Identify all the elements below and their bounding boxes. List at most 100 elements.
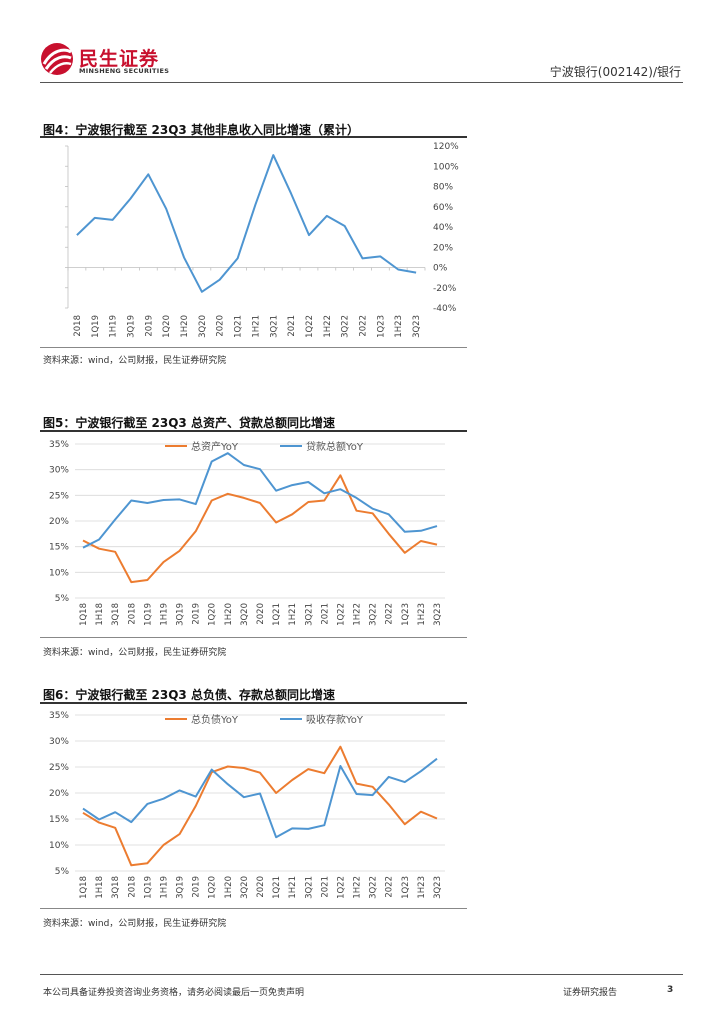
header-rule	[40, 82, 683, 83]
logo-en: MINSHENG SECURITIES	[79, 67, 170, 75]
x-tick-label: 1H20	[180, 315, 190, 338]
y-tick-label: -40%	[433, 304, 457, 314]
x-tick-label: 3Q19	[126, 315, 136, 338]
y-tick-label: 5%	[55, 594, 70, 604]
logo-cn: 民生证券	[79, 48, 160, 70]
x-tick-label: 1Q18	[79, 876, 89, 899]
x-tick-label: 1Q19	[91, 315, 101, 338]
x-tick-label: 1Q21	[272, 876, 282, 899]
figure-6-bottom-rule	[40, 908, 467, 909]
y-tick-label: 20%	[49, 517, 69, 527]
y-tick-label: 60%	[433, 203, 453, 213]
x-tick-label: 2022	[385, 603, 395, 625]
y-tick-label: 20%	[49, 789, 69, 799]
x-tick-label: 3Q23	[433, 876, 443, 899]
x-tick-label: 3Q21	[304, 603, 314, 626]
legend-label-1: 总资产YoY	[191, 440, 239, 453]
x-tick-label: 1H18	[95, 603, 105, 626]
x-tick-label: 1H19	[109, 315, 119, 338]
x-tick-label: 2021	[320, 876, 330, 898]
y-tick-label: 40%	[433, 223, 453, 233]
x-tick-label: 2021	[287, 315, 297, 337]
x-tick-label: 3Q18	[111, 876, 121, 899]
footer-report-type: 证券研究报告	[563, 988, 618, 998]
x-tick-label: 1Q20	[208, 603, 218, 626]
y-tick-label: -20%	[433, 284, 457, 294]
x-tick-label: 3Q18	[111, 603, 121, 626]
figure-5-bottom-rule	[40, 637, 467, 638]
x-tick-label: 2020	[216, 315, 226, 337]
x-tick-label: 3Q20	[198, 315, 208, 338]
y-tick-label: 10%	[49, 841, 69, 851]
x-tick-label: 3Q22	[369, 876, 379, 899]
footer-rule	[40, 974, 683, 975]
x-tick-label: 1H18	[95, 876, 105, 899]
figure-4-source: 资料来源：wind，公司财报，民生证券研究院	[43, 356, 227, 366]
x-tick-label: 1Q22	[305, 315, 315, 338]
x-tick-label: 1H22	[353, 603, 363, 626]
y-tick-label: 20%	[433, 243, 453, 253]
y-tick-label: 100%	[433, 162, 459, 172]
x-tick-label: 2022	[385, 876, 395, 898]
y-tick-label: 10%	[49, 568, 69, 578]
y-tick-label: 5%	[55, 867, 70, 877]
y-tick-label: 35%	[49, 711, 69, 721]
y-tick-label: 35%	[49, 440, 69, 450]
x-tick-label: 1H21	[288, 876, 298, 899]
x-tick-label: 1Q18	[79, 603, 89, 626]
x-tick-label: 3Q20	[240, 876, 250, 899]
x-tick-label: 3Q22	[341, 315, 351, 338]
series-line-2	[82, 452, 438, 549]
x-tick-label: 1H20	[224, 603, 234, 626]
x-tick-label: 3Q22	[369, 603, 379, 626]
y-tick-label: 25%	[49, 491, 69, 501]
x-tick-label: 1Q21	[272, 603, 282, 626]
x-tick-label: 3Q19	[176, 876, 186, 899]
x-tick-label: 1Q23	[376, 315, 386, 338]
page-number: 3	[667, 985, 674, 995]
x-tick-label: 2022	[359, 315, 369, 337]
doc-title: 宁波银行(002142)/银行	[549, 65, 681, 79]
x-tick-label: 1Q20	[162, 315, 172, 338]
figure-5-source: 资料来源：wind，公司财报，民生证券研究院	[43, 648, 227, 658]
x-tick-label: 1H23	[417, 603, 427, 626]
series-line-1	[82, 474, 438, 584]
x-tick-label: 2018	[73, 315, 83, 337]
x-tick-label: 1Q22	[336, 603, 346, 626]
x-tick-label: 2021	[320, 603, 330, 625]
x-tick-label: 2019	[192, 603, 202, 625]
x-tick-label: 2018	[127, 603, 137, 625]
y-tick-label: 120%	[433, 142, 459, 152]
legend-label-2: 吸收存款YoY	[306, 713, 364, 726]
figure-4-chart: -40% -20% 0% 20% 40% 60% 80% 100% 120% 2018 1Q19 1H…	[65, 142, 459, 338]
x-tick-label: 1H21	[288, 603, 298, 626]
y-tick-label: 25%	[49, 763, 69, 773]
x-tick-label: 3Q20	[240, 603, 250, 626]
x-tick-label: 1H19	[159, 876, 169, 899]
x-tick-label: 3Q23	[433, 603, 443, 626]
y-tick-label: 0%	[433, 264, 448, 274]
figure-6-source: 资料来源：wind，公司财报，民生证券研究院	[43, 919, 227, 929]
legend-label-2: 贷款总额YoY	[306, 440, 364, 453]
x-tick-label: 3Q21	[269, 315, 279, 338]
x-tick-label: 2020	[256, 876, 266, 898]
figure-5-title: 图5：宁波银行截至 23Q3 总资产、贷款总额同比增速	[43, 416, 335, 430]
x-tick-label: 1Q23	[401, 876, 411, 899]
figure-4-top-rule	[40, 136, 467, 138]
figure-6-title: 图6：宁波银行截至 23Q3 总负债、存款总额同比增速	[43, 688, 335, 702]
y-tick-label: 15%	[49, 815, 69, 825]
x-tick-label: 3Q21	[304, 876, 314, 899]
figure-5-chart: 5% 10% 15% 20% 25% 30% 35% 1Q18 1H18 3Q18 2018 1Q19…	[49, 440, 445, 626]
figure-4-title: 图4：宁波银行截至 23Q3 其他非息收入同比增速（累计）	[43, 123, 359, 137]
x-tick-label: 1H19	[159, 603, 169, 626]
x-tick-label: 1H22	[353, 876, 363, 899]
x-tick-label: 1Q19	[143, 876, 153, 899]
x-tick-label: 1Q19	[143, 603, 153, 626]
x-tick-label: 1Q20	[208, 876, 218, 899]
x-tick-label: 1H22	[323, 315, 333, 338]
minsheng-logo-icon	[40, 42, 74, 76]
x-tick-label: 2019	[144, 315, 154, 337]
x-tick-label: 1H23	[417, 876, 427, 899]
figure-5-top-rule	[40, 430, 467, 432]
y-tick-label: 80%	[433, 183, 453, 193]
